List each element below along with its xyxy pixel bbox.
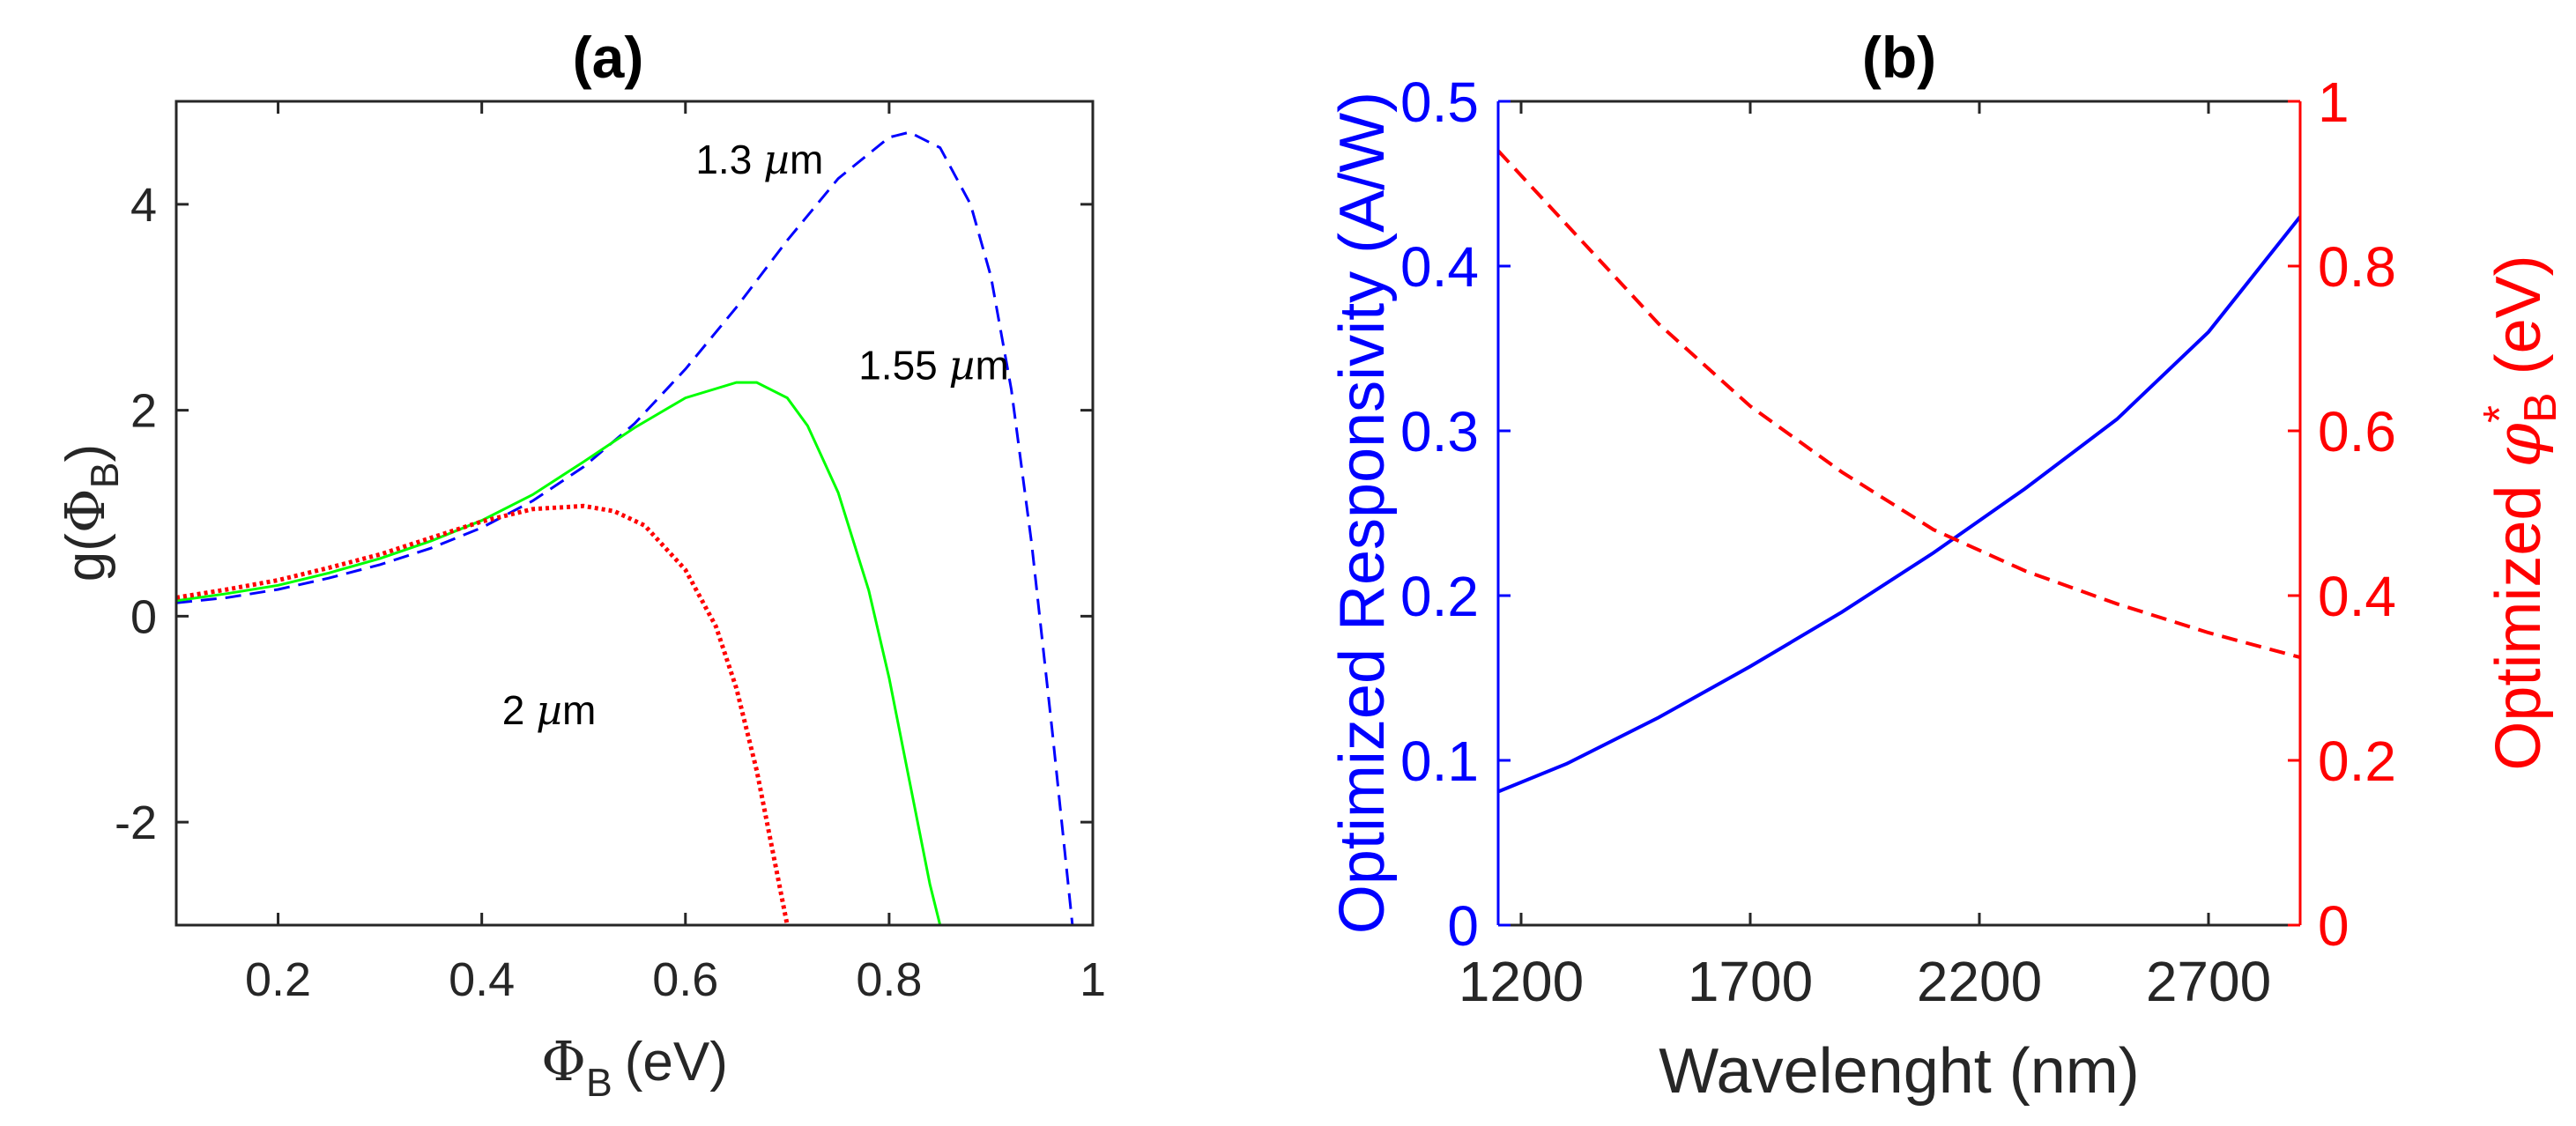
panel-b-curve-1	[1497, 215, 2302, 794]
panel-b-right-y-tick-label: 0.4	[2318, 565, 2396, 628]
panel-b-left-y-tick-label: 0.2	[1400, 565, 1479, 628]
panel-b-right-y-ticks: 0 0.2 0.4 0.6 0.8 1	[2288, 70, 2396, 958]
panel-b-right-y-tick-label: 1	[2318, 70, 2350, 134]
panel-b-left-y-tick-label: 0	[1447, 894, 1479, 958]
panel-a-x-axis-label: ΦB (eV)	[541, 1029, 728, 1105]
panel-a-curve-3	[175, 503, 790, 926]
panel-b-right-y-tick-label: 0.6	[2318, 400, 2396, 463]
panel-a-y-tick-label: 0	[130, 590, 157, 643]
panel-a-x-tick-label: 0.6	[652, 953, 718, 1006]
panel-a-curve-label-2: 1.55 µm	[858, 342, 1009, 389]
panel-b-curves	[1496, 149, 2302, 794]
panel-a-y-tick-label: 2	[130, 385, 157, 438]
panel-b-left-y-tick-label: 0.1	[1400, 730, 1479, 793]
panel-a-curve-label-1: 1.3 µm	[695, 136, 823, 183]
panel-b-right-y-tick-label: 0.8	[2318, 235, 2396, 299]
panel-b-x-axis-label: Wavelenght (nm)	[1659, 1036, 2140, 1107]
panel-b-right-y-tick-label: 0.2	[2318, 730, 2396, 793]
panel-a-plot-frame	[174, 100, 1095, 927]
panel-a-x-tick-label: 0.2	[245, 953, 311, 1006]
panel-a-curves	[175, 130, 1074, 926]
panel-b-left-y-ticks: 0 0.1 0.2 0.3 0.4 0.5	[1400, 70, 1511, 958]
panel-b-left-y-tick-label: 0.4	[1400, 235, 1479, 299]
panel-b-left-y-tick-label: 0.3	[1400, 400, 1479, 463]
panel-b-x-tick-label: 2200	[1917, 950, 2042, 1013]
panel-b-title: (b)	[1862, 25, 1936, 90]
panel-a-curve-1	[175, 130, 1074, 926]
panel-a-y-ticks: -2 0 2 4	[115, 179, 1093, 849]
panel-b-right-y-axis-label: Optimized φ*B (eV)	[2474, 255, 2565, 770]
panel-a-curve-2	[175, 381, 942, 926]
panel-b-left-y-axis-label: Optimized Responsivity (A/W)	[1327, 92, 1398, 934]
panel-b-curve-2	[1496, 149, 2301, 660]
panel-b-right-y-tick-label: 0	[2318, 894, 2350, 958]
panel-a-title: (a)	[573, 25, 644, 90]
panel-b-x-tick-label: 2700	[2146, 950, 2271, 1013]
panel-b-x-tick-label: 1700	[1688, 950, 1813, 1013]
panel-a-curve-labels: 1.3 µm 1.55 µm 2 µm	[502, 136, 1009, 734]
panel-a-y-axis-label: g(ΦB)	[53, 444, 127, 582]
panel-a: (a) 0.2 0.4 0.6 0.8 1 -2 0 2 4 1.3 µm 1.55 µm 2 µ…	[53, 25, 1106, 1105]
panel-b-x-tick-label: 1200	[1459, 950, 1584, 1013]
panel-a-y-tick-label: -2	[115, 796, 157, 849]
panel-b-x-ticks: 1200 1700 2200 2700	[1459, 101, 2271, 1013]
panel-b-left-y-tick-label: 0.5	[1400, 70, 1479, 134]
panel-a-curve-label-3: 2 µm	[502, 686, 597, 734]
panel-a-x-tick-label: 0.4	[449, 953, 515, 1006]
panel-a-y-tick-label: 4	[130, 179, 157, 232]
panel-a-x-ticks: 0.2 0.4 0.6 0.8 1	[245, 101, 1106, 1006]
panel-b: (b) 1200 1700 2200 2700 00.10.20.30.40.5 00…	[1327, 25, 2565, 1107]
panel-a-x-tick-label: 0.8	[856, 953, 922, 1006]
panel-a-x-tick-label: 1	[1080, 953, 1106, 1006]
